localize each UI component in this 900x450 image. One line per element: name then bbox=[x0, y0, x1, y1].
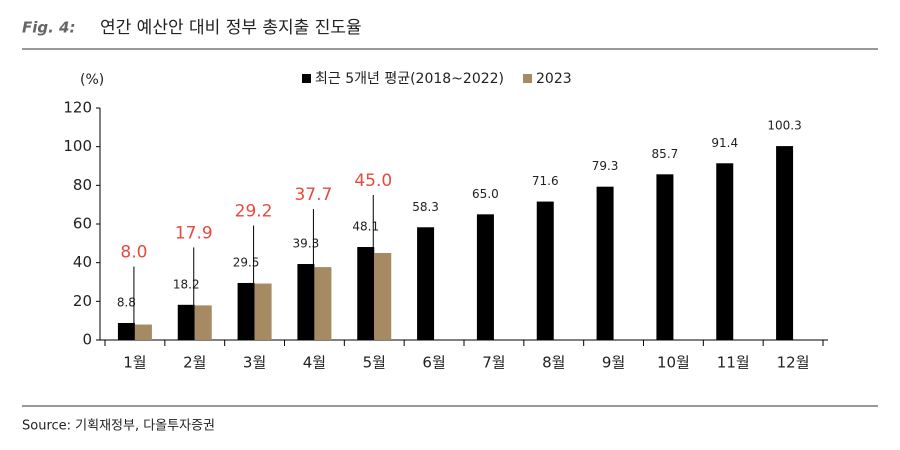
bar bbox=[417, 227, 435, 340]
value-label: 39.3 bbox=[293, 237, 320, 251]
y-unit: (%) bbox=[80, 72, 104, 88]
x-tick-label: 3월 bbox=[243, 354, 266, 372]
figure-label: Fig. 4: bbox=[22, 19, 75, 37]
bar bbox=[297, 264, 315, 340]
y-tick-label: 40 bbox=[73, 253, 92, 271]
value-label: 17.9 bbox=[175, 223, 213, 243]
bar bbox=[134, 324, 152, 340]
x-tick-label: 10월 bbox=[657, 354, 690, 372]
x-tick-label: 1월 bbox=[123, 354, 146, 372]
x-tick-label: 12월 bbox=[777, 354, 810, 372]
value-label: 45.0 bbox=[354, 171, 392, 191]
value-label: 48.1 bbox=[352, 220, 379, 234]
bar bbox=[194, 305, 212, 340]
bar bbox=[237, 282, 255, 340]
x-tick-label: 9월 bbox=[602, 354, 625, 372]
bar bbox=[776, 146, 794, 340]
value-label: 8.0 bbox=[120, 243, 147, 263]
bar bbox=[254, 283, 272, 340]
chart-title: 연간 예산안 대비 정부 총지출 진도율 bbox=[100, 18, 362, 38]
y-tick-label: 120 bbox=[63, 99, 92, 117]
value-label: 29.5 bbox=[233, 255, 260, 269]
bar bbox=[716, 163, 734, 340]
y-tick-label: 100 bbox=[63, 137, 92, 155]
value-label: 85.7 bbox=[652, 147, 679, 161]
x-tick-label: 6월 bbox=[422, 354, 445, 372]
bar bbox=[476, 214, 494, 340]
value-label: 79.3 bbox=[592, 159, 619, 173]
bar bbox=[314, 267, 332, 340]
x-tick-label: 11월 bbox=[717, 354, 750, 372]
value-label: 58.3 bbox=[412, 200, 439, 214]
x-tick-label: 2월 bbox=[183, 354, 206, 372]
value-label: 37.7 bbox=[294, 185, 332, 205]
legend-swatch bbox=[302, 74, 311, 83]
bar bbox=[536, 201, 554, 340]
y-tick-label: 0 bbox=[82, 331, 92, 349]
legend-swatch bbox=[523, 74, 532, 83]
y-tick-label: 20 bbox=[73, 292, 92, 310]
x-tick-label: 8월 bbox=[542, 354, 565, 372]
bar bbox=[374, 253, 392, 340]
bar bbox=[177, 304, 195, 340]
legend-label: 최근 5개년 평균(2018~2022) bbox=[315, 71, 504, 87]
legend-label: 2023 bbox=[536, 71, 572, 87]
bar bbox=[357, 247, 375, 340]
value-label: 65.0 bbox=[472, 187, 499, 201]
value-label: 71.6 bbox=[532, 174, 559, 188]
source: Source: 기획재정부, 다올투자증권 bbox=[22, 419, 215, 434]
x-tick-label: 4월 bbox=[303, 354, 326, 372]
x-tick-label: 7월 bbox=[482, 354, 505, 372]
bar bbox=[596, 186, 614, 340]
value-label: 29.2 bbox=[235, 202, 273, 222]
bar bbox=[656, 174, 674, 340]
y-tick-label: 60 bbox=[73, 215, 92, 233]
value-label: 100.3 bbox=[767, 119, 801, 133]
value-label: 18.2 bbox=[173, 277, 200, 291]
bar bbox=[117, 322, 135, 340]
value-label: 91.4 bbox=[711, 136, 738, 150]
y-tick-label: 80 bbox=[73, 176, 92, 194]
x-tick-label: 5월 bbox=[363, 354, 386, 372]
value-label: 8.8 bbox=[117, 295, 136, 309]
